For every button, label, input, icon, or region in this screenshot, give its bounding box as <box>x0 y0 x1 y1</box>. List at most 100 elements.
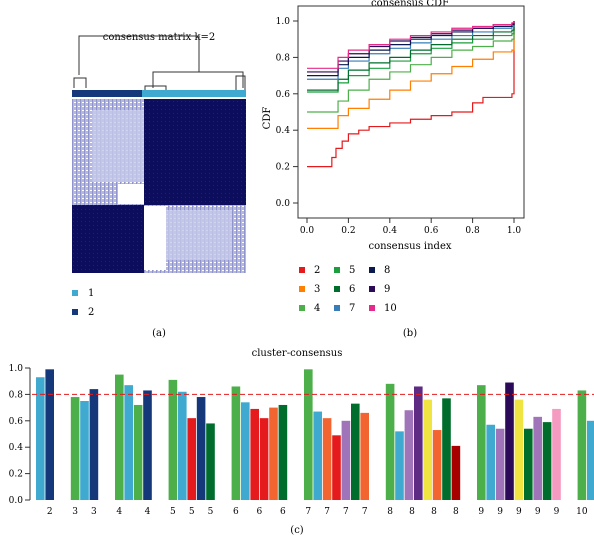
bar-k9-9 <box>552 408 561 500</box>
bar-marks <box>36 369 594 500</box>
cdf-legend-label: 3 <box>314 284 320 295</box>
bar-k6-4 <box>259 418 269 500</box>
cdf-xtick-label: 0.2 <box>341 226 355 236</box>
panel-c-cluster-consensus: cluster-consensus 0.0 0.2 0.4 0.6 0.8 1.0 2 3 3… <box>9 348 594 536</box>
cdf-ytick-label: 1.0 <box>276 17 291 27</box>
cdf-series-3 <box>307 21 515 129</box>
bar-k7-4 <box>332 435 341 500</box>
bar-xtick-label: 3 <box>72 507 78 517</box>
bar-xtick-label: 9 <box>478 507 484 517</box>
bar-k8-8 <box>451 445 461 500</box>
cdf-ylabel: CDF <box>262 107 273 130</box>
cdf-ytick-label: 0.4 <box>276 126 291 136</box>
bar-xtick-label: 9 <box>497 507 503 517</box>
panel-label-c: (c) <box>290 525 304 536</box>
cdf-ytick-label: 0.6 <box>276 90 291 100</box>
panel-a-consensus-matrix: consensus matrix k=2 1 2 (a) <box>72 32 246 339</box>
cdf-legend-label: 6 <box>349 284 355 295</box>
bar-xtick-label: 6 <box>233 507 239 517</box>
cdf-xtick-label: 0.8 <box>465 226 480 236</box>
bar-xtick-label: 5 <box>189 507 195 517</box>
bar-k8-3 <box>404 410 414 500</box>
cdf-series-10 <box>307 21 515 69</box>
bar-k9-2 <box>486 424 495 500</box>
cdf-xlabel: consensus index <box>368 241 451 252</box>
matrix-block-br-core <box>166 210 232 260</box>
cdf-lines <box>307 21 515 168</box>
bar-k4-2 <box>124 385 133 500</box>
cdf-series-6 <box>307 21 515 91</box>
bar-k4-4 <box>143 390 152 500</box>
cluster-bar-2 <box>72 90 142 97</box>
panel-label-b: (b) <box>403 328 417 339</box>
cdf-ytick-label: 0.8 <box>276 53 291 63</box>
bar-k8-6 <box>432 430 442 500</box>
bar-xtick-label: 7 <box>343 507 349 517</box>
bar-xtick-label: 7 <box>305 507 311 517</box>
bar-k9-5 <box>514 399 524 500</box>
bar-title: cluster-consensus <box>252 348 343 359</box>
bar-xtick-label: 7 <box>362 507 368 517</box>
bar-xtick-label: 8 <box>387 507 393 517</box>
bar-xtick-label: 8 <box>431 507 437 517</box>
cdf-legend-label: 4 <box>314 303 320 314</box>
bar-xtick-label: 9 <box>516 507 522 517</box>
bar-xtick-label: 3 <box>91 507 97 517</box>
bar-k4-3 <box>133 404 143 500</box>
bar-ytick-label: 0.2 <box>9 470 23 480</box>
cdf-legend-swatch <box>299 286 305 292</box>
bar-xtick-label: 2 <box>47 507 53 517</box>
dendrogram-left <box>73 77 87 88</box>
bar-k2-2 <box>45 369 54 500</box>
bar-k3-2 <box>80 401 89 500</box>
bar-k7-3 <box>322 418 332 500</box>
cluster-bar-1 <box>142 90 246 97</box>
cdf-legend-swatch <box>369 267 375 273</box>
bar-xtick-label: 5 <box>170 507 176 517</box>
cdf-xtick-label: 1.0 <box>507 226 522 236</box>
dendrogram-right-sub2 <box>235 75 246 90</box>
bar-k3-1 <box>70 397 80 500</box>
bar-k5-4 <box>196 397 206 500</box>
cdf-legend-swatch <box>334 267 340 273</box>
cdf-title: consensus CDF <box>371 0 449 9</box>
bar-k5-2 <box>178 391 187 500</box>
dendrogram-root <box>78 35 200 75</box>
bar-k5-3 <box>187 418 196 500</box>
bar-k7-1 <box>304 369 313 500</box>
cdf-ytick-label: 0.2 <box>276 163 290 173</box>
legend-swatch-1 <box>72 290 78 296</box>
bar-k8-4 <box>414 386 423 500</box>
cdf-legend-swatch <box>299 305 305 311</box>
bar-k10-2 <box>587 420 594 500</box>
bar-k8-5 <box>423 399 432 500</box>
matrix-white-gap-1 <box>118 184 144 204</box>
bar-xtick-label: 7 <box>324 507 330 517</box>
bar-k8-7 <box>442 398 451 500</box>
legend-swatch-2 <box>72 309 78 315</box>
bar-k9-6 <box>524 428 533 500</box>
cdf-legend-swatch <box>334 305 340 311</box>
matrix-block-tr <box>144 99 246 205</box>
bar-ytick-label: 0.6 <box>9 417 24 427</box>
bar-xtick-label: 8 <box>409 507 415 517</box>
bar-ytick-label: 0.8 <box>9 390 24 400</box>
cdf-legend-swatch <box>369 305 375 311</box>
bar-tick-labels: 23344555666777788889999910101010 <box>47 507 588 517</box>
bar-k6-3 <box>250 408 259 500</box>
cdf-legend-label: 9 <box>384 284 390 295</box>
bar-k6-5 <box>269 407 278 500</box>
bar-xtick-label: 4 <box>145 507 151 517</box>
legend-label-2: 2 <box>88 307 94 318</box>
cdf-legend: 2 3 4 5 6 7 8 9 10 <box>299 265 397 314</box>
bar-k6-6 <box>278 404 288 500</box>
bar-k7-2 <box>313 411 322 500</box>
bar-xtick-label: 10 <box>576 507 588 517</box>
bar-k5-5 <box>206 423 215 500</box>
bar-k7-7 <box>360 412 369 500</box>
bar-xtick-label: 5 <box>208 507 214 517</box>
cdf-xtick-label: 0.4 <box>383 226 398 236</box>
bar-k6-2 <box>241 402 250 500</box>
matrix-white-gap-2 <box>144 206 166 270</box>
